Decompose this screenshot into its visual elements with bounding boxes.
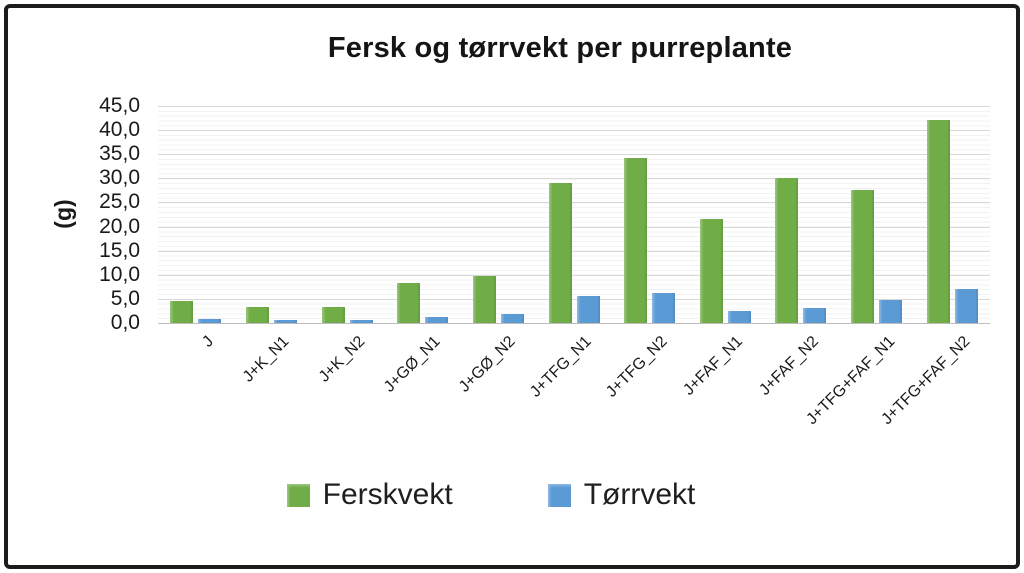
y-tick-label: 25,0 <box>99 190 140 214</box>
bar-ferskvekt <box>851 190 875 323</box>
bar-ferskvekt <box>548 183 572 323</box>
bar-ferskvekt <box>245 307 269 323</box>
x-axis-baseline <box>158 323 990 324</box>
bar-ferskvekt <box>397 283 421 323</box>
y-tick-label: 40,0 <box>99 118 140 142</box>
gridline <box>158 250 990 252</box>
gridline <box>158 154 990 156</box>
legend-swatch-ferskvekt <box>286 483 310 507</box>
bar-torrvekt <box>954 289 978 323</box>
y-tick-label: 30,0 <box>99 166 140 190</box>
y-tick-label: 0,0 <box>110 311 140 334</box>
bar-ferskvekt <box>699 218 723 323</box>
gridline <box>158 274 990 276</box>
bar-ferskvekt <box>624 157 648 323</box>
bar-torrvekt <box>727 310 751 323</box>
bar-ferskvekt <box>321 307 345 323</box>
y-tick-label: 10,0 <box>99 262 140 286</box>
x-tick-label: J+TFG_N1 <box>527 333 595 401</box>
x-tick-label: J+K_N2 <box>315 333 369 386</box>
bar-ferskvekt <box>472 275 496 323</box>
bar-torrvekt <box>198 319 222 323</box>
gridline <box>158 226 990 228</box>
x-tick-label: J+GØ_N2 <box>456 333 519 396</box>
bar-torrvekt <box>576 296 600 323</box>
y-tick-label: 45,0 <box>99 94 140 117</box>
x-tick-label: J+K_N1 <box>240 333 293 386</box>
gridline <box>158 106 990 107</box>
gridline <box>158 130 990 132</box>
bar-torrvekt <box>425 316 449 323</box>
y-tick-label: 5,0 <box>110 286 140 310</box>
bar-torrvekt <box>803 307 827 323</box>
bar-torrvekt <box>349 319 373 323</box>
x-tick-label: J+TFG_N2 <box>602 333 671 401</box>
x-tick-label: J+GØ_N1 <box>380 333 444 396</box>
legend-label-ferskvekt: Ferskvekt <box>322 478 453 511</box>
y-tick-label: 35,0 <box>99 142 140 166</box>
legend-item-torrvekt: Tørrvekt <box>547 478 696 512</box>
y-tick-label: 20,0 <box>99 214 140 238</box>
gridline <box>158 298 990 300</box>
gridline <box>158 202 990 204</box>
plot-area <box>158 106 990 324</box>
legend-swatch-torrvekt <box>547 483 571 507</box>
x-tick-label: J+FAF_N1 <box>680 333 747 399</box>
legend-label-torrvekt: Tørrvekt <box>583 478 696 511</box>
y-tick-label: 15,0 <box>99 238 140 262</box>
y-axis-title: (g) <box>49 199 76 229</box>
x-tick-label: J <box>199 333 217 351</box>
bar-torrvekt <box>879 300 903 323</box>
bar-ferskvekt <box>170 301 194 323</box>
bar-torrvekt <box>500 314 524 323</box>
legend-item-ferskvekt: Ferskvekt <box>286 478 453 512</box>
bar-torrvekt <box>652 293 676 323</box>
bar-ferskvekt <box>775 178 799 323</box>
bar-ferskvekt <box>926 119 950 323</box>
gridline <box>158 178 990 180</box>
x-tick-label: J+FAF_N2 <box>756 333 822 399</box>
chart-title: Fersk og tørrvekt per purreplante <box>327 32 793 64</box>
legend: Ferskvekt Tørrvekt <box>0 478 1024 512</box>
bar-torrvekt <box>273 320 297 323</box>
